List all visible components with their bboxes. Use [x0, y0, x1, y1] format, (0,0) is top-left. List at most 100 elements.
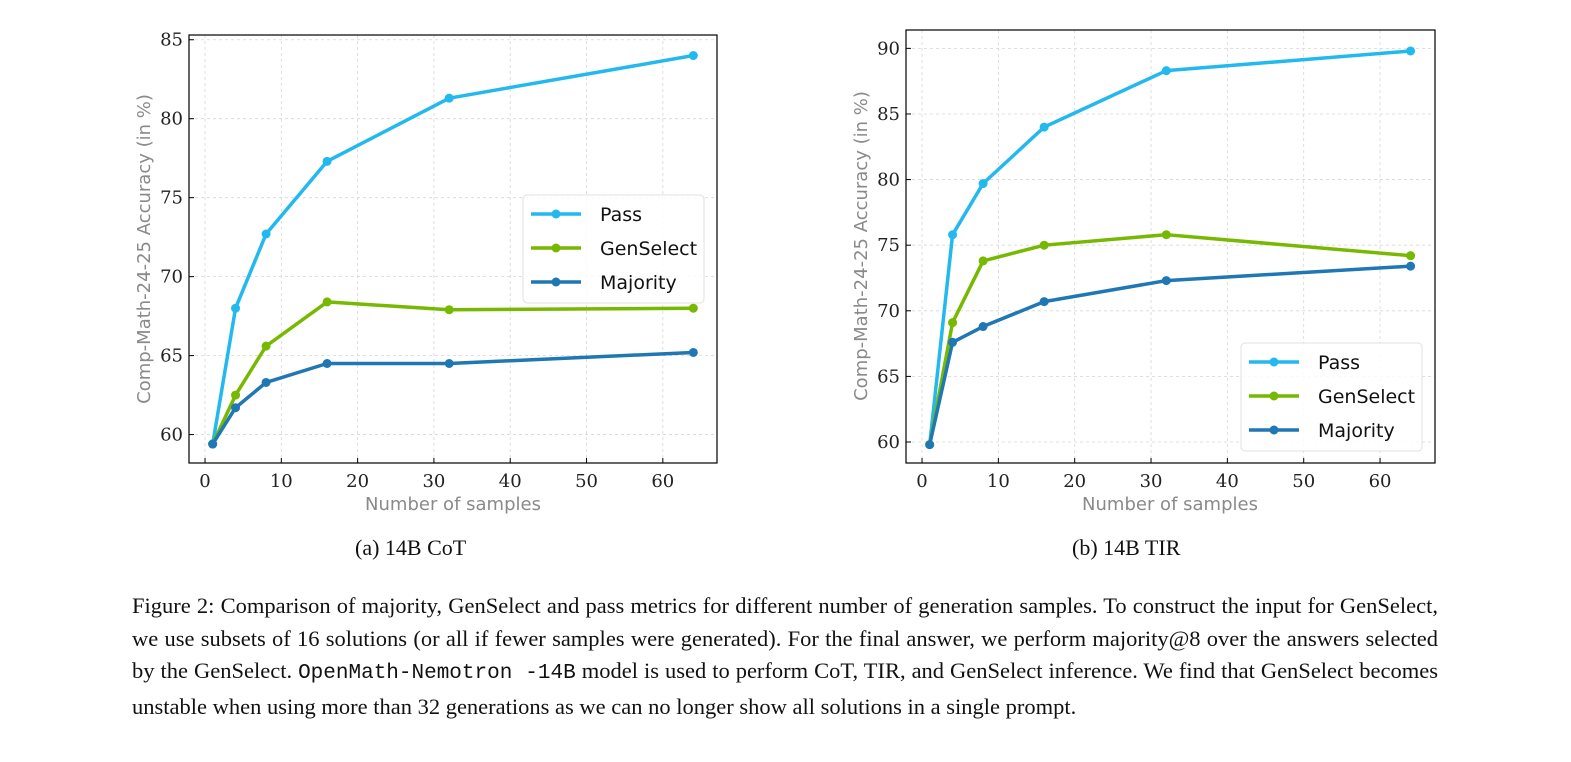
x-tick-label: 60: [651, 471, 674, 492]
data-point: [231, 303, 241, 313]
legend-box: [1240, 342, 1423, 452]
y-tick-label: 80: [877, 170, 900, 191]
x-tick-label: 0: [916, 471, 927, 492]
y-tick-label: 90: [877, 38, 900, 59]
y-tick-label: 60: [160, 425, 183, 446]
y-tick-label: 60: [877, 432, 900, 453]
x-tick-label: 30: [422, 471, 445, 492]
series-line: [210, 53, 694, 445]
x-tick-label: 40: [499, 471, 522, 492]
series-line: [211, 350, 694, 445]
y-tick-label: 85: [160, 30, 183, 51]
data-point: [978, 179, 988, 189]
legend-marker: [1269, 391, 1279, 401]
data-point: [261, 341, 271, 351]
x-tick-label: 20: [346, 471, 369, 492]
x-tick-label: 30: [1140, 471, 1163, 492]
data-point: [1406, 46, 1416, 56]
x-tick-label: 0: [199, 471, 210, 492]
data-point: [444, 305, 454, 315]
legend-item-genselect: GenSelect: [1249, 386, 1415, 408]
data-point: [444, 93, 454, 103]
data-point: [948, 318, 958, 328]
data-point: [688, 51, 698, 61]
data-point: [1406, 261, 1416, 271]
legend-label: Pass: [1318, 352, 1360, 374]
figure-charts: 0 10 20 30 40 50 60 60 65 70 75 80 85 Number of sampl…: [134, 29, 1436, 515]
x-axis-label: Number of samples: [1082, 494, 1258, 515]
subcaption-b: (b) 14B TIR: [1072, 535, 1181, 560]
legend-label: Majority: [1318, 420, 1395, 442]
legend-item-majority: Majority: [531, 272, 677, 294]
chart-b: 0 10 20 30 40 50 60 60 65 70 75 80 85 90 Number of sam…: [851, 29, 1436, 515]
x-tick-label: 20: [1063, 471, 1086, 492]
legend-item-majority: Majority: [1249, 420, 1395, 442]
legend-marker: [551, 209, 561, 219]
legend-marker: [1269, 357, 1279, 367]
data-point: [231, 390, 241, 400]
data-point: [1161, 276, 1171, 286]
data-point: [925, 440, 935, 450]
axes-frame: [188, 34, 718, 464]
x-tick-label: 10: [270, 471, 293, 492]
legend-label: GenSelect: [600, 238, 697, 260]
legend-marker: [551, 277, 561, 287]
series-line: [927, 264, 1411, 446]
figure-caption: Figure 2: Comparison of majority, GenSel…: [132, 590, 1438, 723]
x-axis-label: Number of samples: [365, 494, 541, 515]
series-line: [927, 49, 1411, 445]
data-point: [1039, 297, 1049, 307]
data-point: [1161, 230, 1171, 240]
data-point: [1406, 251, 1416, 261]
data-point: [261, 229, 271, 239]
data-point: [978, 322, 988, 332]
data-point: [444, 359, 454, 369]
caption-code: OpenMath-Nemotron -14B: [298, 662, 576, 685]
y-tick-label: 70: [877, 301, 900, 322]
data-point: [261, 377, 271, 387]
data-point: [948, 337, 958, 347]
data-point: [688, 347, 698, 357]
subcaption-a: (a) 14B CoT: [355, 535, 467, 560]
data-point: [231, 403, 241, 413]
y-axis-label: Comp-Math-24-25 Accuracy (in %): [851, 91, 872, 401]
x-tick-label: 10: [987, 471, 1010, 492]
y-tick-label: 70: [160, 267, 183, 288]
legend-label: GenSelect: [1318, 386, 1415, 408]
data-point: [208, 439, 218, 449]
x-tick-label: 60: [1369, 471, 1392, 492]
y-tick-label: 75: [877, 235, 900, 256]
chart-a: 0 10 20 30 40 50 60 60 65 70 75 80 85 Number of sampl…: [134, 30, 718, 515]
axes-frame: [905, 29, 1436, 464]
data-point: [322, 297, 332, 307]
data-point: [1039, 122, 1049, 132]
data-point: [1039, 240, 1049, 250]
data-point: [948, 230, 958, 240]
y-tick-label: 65: [160, 346, 183, 367]
legend-item-genselect: GenSelect: [531, 238, 697, 260]
legend: Pass GenSelect Majority: [1240, 342, 1423, 452]
data-point: [322, 156, 332, 166]
legend: Pass GenSelect Majority: [522, 194, 705, 304]
series-majority: [925, 261, 1416, 450]
caption-label: Figure 2:: [132, 593, 215, 618]
data-point: [688, 303, 698, 313]
series-majority: [208, 347, 698, 449]
legend-item-pass: Pass: [1249, 352, 1360, 374]
y-tick-label: 80: [160, 109, 183, 130]
y-tick-label: 85: [877, 104, 900, 125]
y-tick-label: 65: [877, 366, 900, 387]
y-axis-label: Comp-Math-24-25 Accuracy (in %): [134, 94, 155, 404]
legend-item-pass: Pass: [531, 204, 642, 226]
data-point: [322, 359, 332, 369]
legend-label: Majority: [600, 272, 677, 294]
legend-marker: [551, 243, 561, 253]
legend-label: Pass: [600, 204, 642, 226]
x-tick-label: 50: [1292, 471, 1315, 492]
legend-box: [522, 194, 705, 304]
series-line: [211, 300, 694, 445]
x-tick-label: 50: [575, 471, 598, 492]
caption-text-before: Comparison of majority, GenSelect and pa…: [132, 593, 1439, 683]
data-point: [978, 256, 988, 266]
